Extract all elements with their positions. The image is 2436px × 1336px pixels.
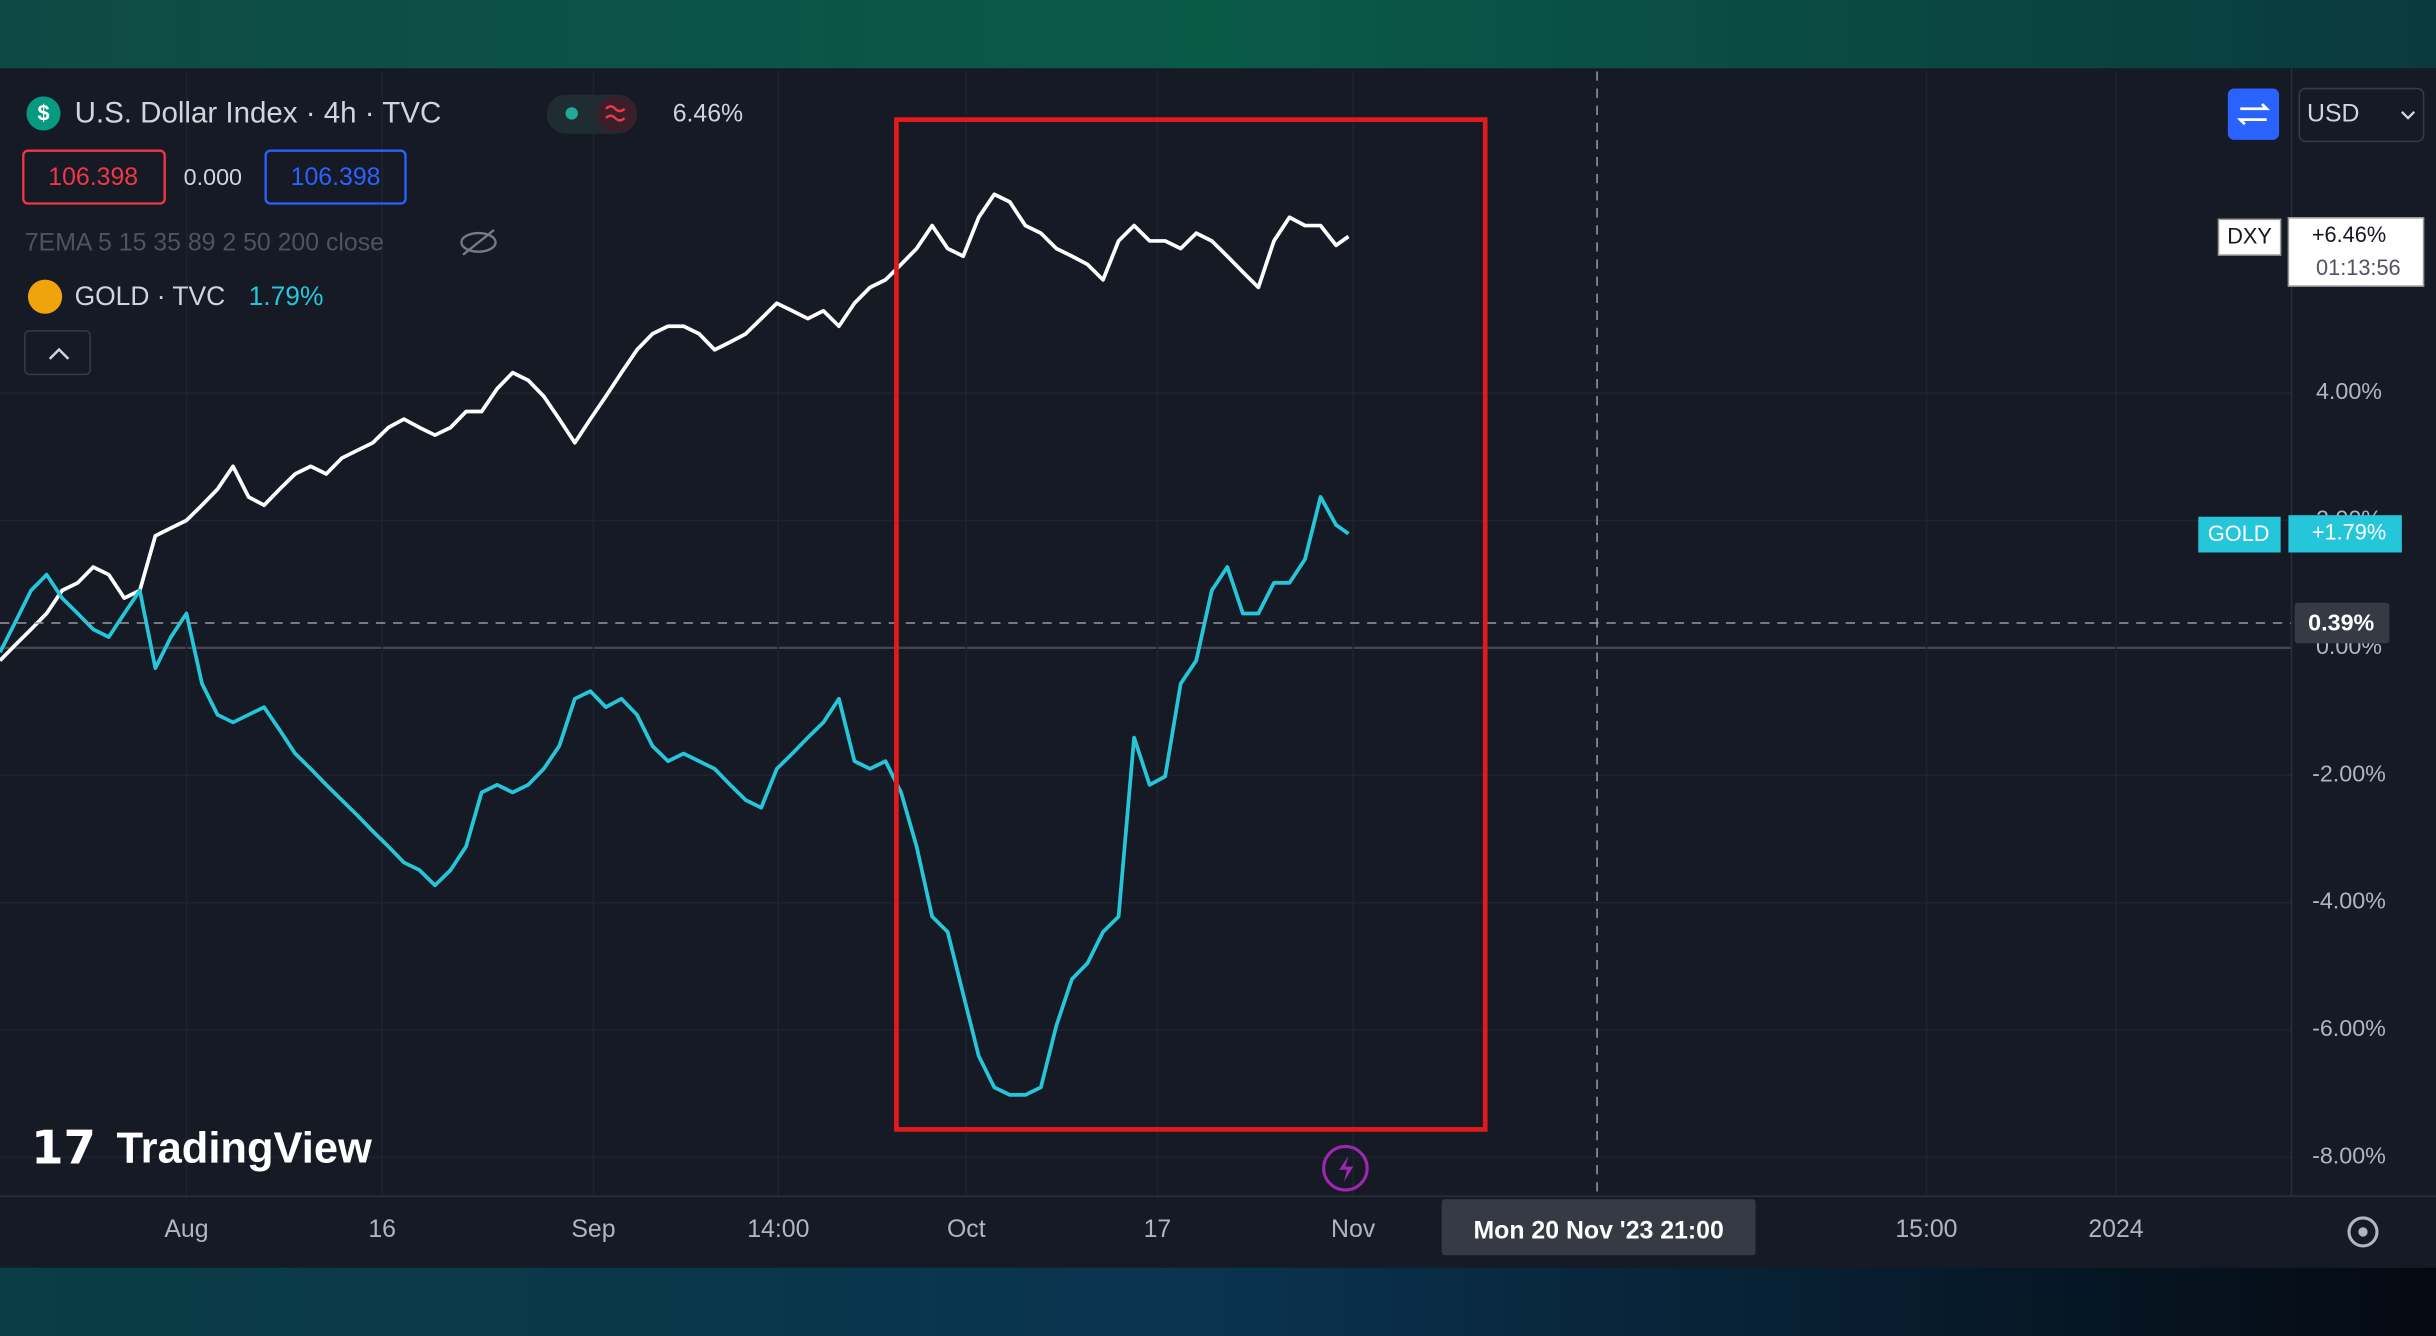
y-tick-label: -6.00% xyxy=(2312,1015,2386,1041)
sell-price: 106.398 xyxy=(48,164,138,191)
last-value-box xyxy=(2288,515,2402,553)
sell-button[interactable] xyxy=(22,149,166,205)
x-tick-label: 15:00 xyxy=(1895,1216,1957,1243)
series-name[interactable]: GOLD xyxy=(2208,521,2270,546)
y-tick-label: -8.00% xyxy=(2312,1143,2386,1169)
currency-dropdown[interactable] xyxy=(2298,87,2425,143)
crosshair-time-label: Mon 20 Nov '23 21:00 xyxy=(1473,1217,1723,1244)
last-value-label: +1.79% xyxy=(2312,520,2386,545)
x-tick-label: 16 xyxy=(368,1216,396,1243)
series-line xyxy=(0,192,1350,662)
series-name-box xyxy=(2217,218,2282,256)
x-tick-label: Nov xyxy=(1331,1216,1376,1243)
symbol-icon-text: $ xyxy=(37,101,49,126)
gold-icon xyxy=(27,279,63,314)
x-tick-label: 17 xyxy=(1144,1216,1172,1243)
grid xyxy=(0,71,2292,1197)
buy-button[interactable] xyxy=(264,149,407,205)
spread: 0.000 xyxy=(184,164,242,190)
events-bolt xyxy=(1339,1155,1354,1183)
top-band xyxy=(0,0,2436,69)
series-name[interactable]: DXY xyxy=(2227,224,2272,249)
compare-change: 1.79% xyxy=(249,281,324,311)
settings-icon[interactable] xyxy=(2347,1216,2379,1248)
crosshair-time-box xyxy=(1441,1199,1756,1256)
buy-price: 106.398 xyxy=(291,164,381,191)
logo-mark: 𝟭𝟳 xyxy=(31,1121,96,1173)
settings-icon-center xyxy=(2358,1227,2368,1237)
overlay: 4.00%2.00%0.00%-2.00%-4.00%-6.00%-8.00%A… xyxy=(164,216,2425,1256)
y-tick-label: 4.00% xyxy=(2316,378,2382,404)
y-tick-label: -4.00% xyxy=(2312,888,2386,914)
symbol-title[interactable]: U.S. Dollar Index · 4h · TVC xyxy=(75,97,442,130)
x-tick-label: 2024 xyxy=(2088,1216,2143,1243)
x-tick-label: Aug xyxy=(164,1216,208,1243)
data-delay-badge xyxy=(596,96,637,133)
chart-background xyxy=(0,68,2436,1268)
compare-symbol[interactable]: GOLD · TVC xyxy=(75,281,226,311)
x-tick-label: Sep xyxy=(571,1216,615,1243)
visibility-icon[interactable] xyxy=(460,229,497,256)
symbol-icon xyxy=(26,96,61,131)
plot xyxy=(0,192,2292,1097)
indicator-label[interactable]: 7EMA 5 15 35 89 2 50 200 close xyxy=(25,229,384,256)
last-value-box xyxy=(2287,216,2425,287)
bar-countdown: 01:13:56 xyxy=(2316,255,2401,280)
bottom-band xyxy=(0,1267,2436,1336)
crosshair-price-box xyxy=(2294,602,2390,644)
last-value-label: +6.46% xyxy=(2312,222,2386,247)
series-line xyxy=(0,495,1350,1097)
currency-label: USD xyxy=(2307,101,2359,128)
x-tick-label: 14:00 xyxy=(747,1216,809,1243)
events-icon[interactable] xyxy=(1322,1144,1369,1192)
crosshair-price-label: 0.39% xyxy=(2308,610,2374,636)
x-tick-label: Oct xyxy=(947,1216,986,1243)
symbol-change: 6.46% xyxy=(673,101,743,128)
watermark: TradingView xyxy=(117,1125,373,1173)
data-delay-icon xyxy=(605,105,626,122)
series-name-box xyxy=(2198,516,2281,553)
compare-icon xyxy=(2236,103,2271,126)
dropdown-caret xyxy=(2400,111,2416,120)
market-status-dot xyxy=(565,107,578,120)
highlight-box xyxy=(894,117,1488,1132)
y-tick-label: -2.00% xyxy=(2312,760,2386,786)
compare-button[interactable] xyxy=(2227,88,2280,140)
collapse-icon xyxy=(48,347,70,360)
